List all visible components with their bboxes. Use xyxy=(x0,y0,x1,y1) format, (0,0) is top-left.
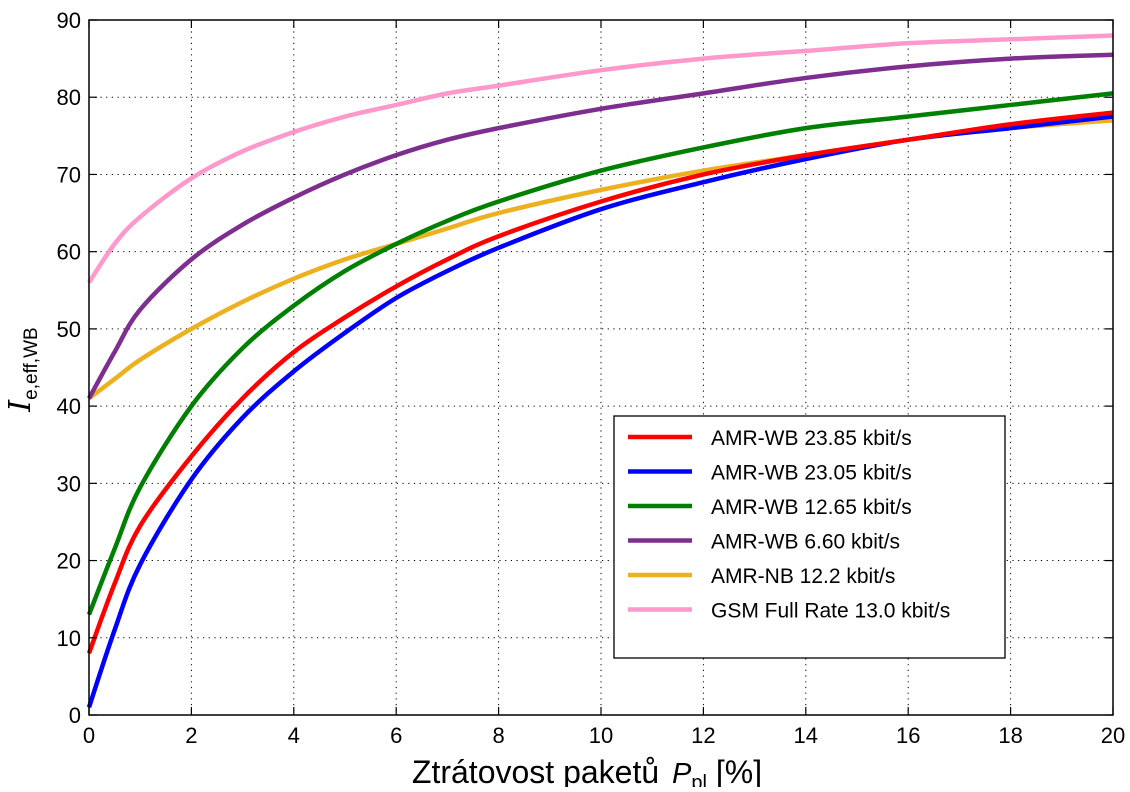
y-tick-label: 90 xyxy=(57,8,81,33)
series-lines xyxy=(86,33,1114,708)
y-tick-label: 30 xyxy=(57,471,81,496)
x-tick-label: 4 xyxy=(288,723,300,748)
series-line xyxy=(87,52,1114,400)
y-axis-title-subscript: e,eff,WB xyxy=(21,327,42,400)
x-tick-label: 18 xyxy=(998,723,1022,748)
legend-label: AMR-WB 6.60 kbit/s xyxy=(711,531,900,554)
y-tick-label: 60 xyxy=(57,240,81,265)
axis-ticks: 0 2 4 6 8 10 12 14 16 18 20 0 10 20 30 40 50 60 70 80 90 xyxy=(57,8,1126,748)
y-tick-label: 40 xyxy=(57,394,81,419)
y-axis-title-symbol: I xyxy=(3,399,38,413)
legend-label: AMR-WB 12.65 kbit/s xyxy=(711,496,912,519)
series-line xyxy=(86,91,1114,616)
x-tick-label: 8 xyxy=(492,723,504,748)
x-tick-label: 6 xyxy=(390,723,402,748)
y-tick-label: 20 xyxy=(57,549,81,574)
x-tick-label: 12 xyxy=(691,723,715,748)
x-tick-label: 0 xyxy=(83,723,95,748)
y-tick-label: 50 xyxy=(57,317,81,342)
series-line xyxy=(86,110,1114,654)
x-tick-label: 14 xyxy=(794,723,818,748)
x-tick-label: 20 xyxy=(1101,723,1125,748)
x-tick-label: 2 xyxy=(185,723,197,748)
x-axis-title-prefix: Ztrátovost paketů xyxy=(412,754,668,787)
y-tick-label: 80 xyxy=(57,85,81,110)
y-tick-label: 10 xyxy=(57,626,81,651)
y-axis-title: Ie,eff,WB xyxy=(3,327,42,412)
y-tick-label: 70 xyxy=(57,162,81,187)
legend-label: GSM Full Rate 13.0 kbit/s xyxy=(711,600,950,623)
x-axis-title-unit: [%] xyxy=(707,754,762,787)
legend-label: AMR-WB 23.05 kbit/s xyxy=(711,462,912,485)
y-tick-label: 0 xyxy=(69,703,81,728)
x-tick-label: 10 xyxy=(589,723,613,748)
legend: AMR-WB 23.85 kbit/s AMR-WB 23.05 kbit/s AM… xyxy=(613,415,1006,659)
x-axis-title: Ztrátovost paketů Ppl [%] xyxy=(412,754,762,787)
legend-label: AMR-NB 12.2 kbit/s xyxy=(711,565,895,588)
legend-label: AMR-WB 23.85 kbit/s xyxy=(711,427,912,450)
series-line xyxy=(87,33,1114,284)
x-axis-title-subscript: pl xyxy=(691,772,707,787)
legend-box xyxy=(613,415,1006,659)
x-tick-label: 16 xyxy=(896,723,920,748)
x-axis-title-symbol: P xyxy=(672,758,692,787)
